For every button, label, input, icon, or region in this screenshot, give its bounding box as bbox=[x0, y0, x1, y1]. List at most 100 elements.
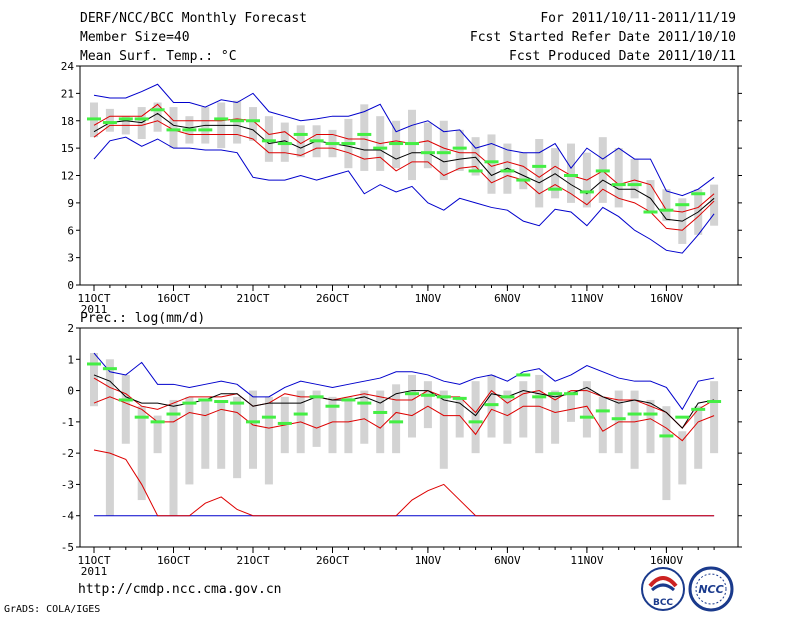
y-tick-label: 0 bbox=[67, 279, 74, 292]
y-tick-label: 15 bbox=[61, 142, 74, 155]
ensemble-box bbox=[137, 406, 146, 501]
observed-marker bbox=[230, 119, 245, 123]
inner-upper-line bbox=[93, 377, 715, 429]
ensemble-box bbox=[630, 159, 639, 199]
ensemble-box bbox=[471, 381, 480, 454]
ensemble-box bbox=[360, 104, 369, 171]
observed-marker bbox=[373, 410, 388, 414]
observed-marker bbox=[500, 169, 515, 173]
observed-marker bbox=[564, 392, 578, 396]
observed-marker bbox=[675, 415, 690, 419]
observed-marker bbox=[611, 183, 626, 187]
observed-marker bbox=[246, 420, 260, 424]
ensemble-box bbox=[328, 396, 337, 454]
ensemble-box bbox=[694, 406, 703, 469]
observed-marker bbox=[325, 142, 340, 146]
refer-date: Fcst Started Refer Date 2011/10/10 bbox=[469, 30, 736, 45]
ensemble-box bbox=[551, 390, 560, 444]
ensemble-box bbox=[105, 359, 114, 516]
grads-credit: GrADS: COLA/IGES bbox=[4, 604, 101, 615]
ensemble-mean-line bbox=[93, 374, 715, 429]
observed-marker bbox=[468, 420, 483, 424]
ensemble-box bbox=[376, 390, 385, 454]
bcc-logo: BCC bbox=[641, 567, 685, 611]
observed-marker bbox=[675, 203, 690, 207]
prec-title: Prec.: log(mm/d) bbox=[80, 311, 205, 326]
y-tick-label: 18 bbox=[61, 115, 74, 128]
y-tick-label: 24 bbox=[61, 60, 75, 73]
inner-lower-line bbox=[93, 449, 715, 517]
observed-marker bbox=[468, 169, 483, 173]
observed-marker bbox=[420, 393, 435, 397]
ensemble-box bbox=[360, 390, 369, 444]
ensemble-box bbox=[439, 120, 448, 181]
observed-marker bbox=[134, 117, 149, 121]
x-tick-label: 1NOV bbox=[415, 554, 442, 567]
ensemble-box bbox=[630, 390, 639, 469]
observed-marker bbox=[405, 392, 419, 396]
ensemble-box bbox=[678, 431, 687, 485]
inner-lower-line bbox=[93, 120, 715, 231]
observed-marker bbox=[643, 412, 658, 416]
observed-marker bbox=[595, 409, 610, 413]
y-tick-label: 6 bbox=[67, 224, 74, 237]
observed-marker bbox=[707, 400, 722, 404]
y-tick-label: 0 bbox=[67, 385, 74, 398]
observed-marker bbox=[452, 146, 467, 150]
observed-marker bbox=[198, 398, 213, 402]
ensemble-box bbox=[169, 107, 178, 149]
observed-marker bbox=[166, 128, 181, 132]
observed-marker bbox=[261, 415, 276, 419]
ensemble-box bbox=[471, 137, 480, 176]
x-tick-label: 1NOV bbox=[415, 292, 442, 305]
ensemble-box bbox=[392, 384, 401, 454]
x-tick-label: 11NOV bbox=[570, 554, 603, 567]
ensemble-box bbox=[105, 108, 114, 132]
observed-marker bbox=[166, 412, 181, 416]
inner-mid-line bbox=[93, 396, 715, 442]
observed-marker bbox=[595, 169, 610, 173]
x-tick-year: 2011 bbox=[81, 565, 108, 578]
ensemble-box bbox=[646, 180, 655, 212]
outer-upper-line bbox=[93, 352, 715, 411]
observed-marker bbox=[564, 174, 578, 177]
observed-marker bbox=[261, 139, 276, 143]
observed-marker bbox=[452, 396, 467, 400]
observed-marker bbox=[246, 119, 260, 123]
ensemble-box bbox=[567, 143, 575, 203]
forecast-period: For 2011/10/11-2011/11/19 bbox=[540, 11, 736, 26]
outer-upper-line bbox=[93, 83, 715, 197]
x-tick-label: 11OCT bbox=[77, 292, 110, 305]
observed-marker bbox=[548, 392, 563, 396]
observed-marker bbox=[516, 373, 531, 377]
x-tick-label: 16NOV bbox=[650, 554, 683, 567]
inner-upper-line bbox=[93, 103, 715, 213]
ensemble-box bbox=[535, 139, 544, 208]
observed-marker bbox=[627, 183, 642, 187]
x-tick-label: 26OCT bbox=[316, 292, 349, 305]
ensemble-box bbox=[519, 381, 528, 438]
source-url[interactable]: http://cmdp.ncc.cma.gov.cn bbox=[78, 582, 282, 597]
ensemble-box bbox=[662, 189, 671, 222]
observed-marker bbox=[150, 108, 165, 112]
observed-marker bbox=[341, 142, 356, 146]
observed-marker bbox=[134, 415, 149, 419]
x-tick-label: 6NOV bbox=[494, 554, 521, 567]
ensemble-box bbox=[249, 107, 257, 141]
ensemble-box bbox=[344, 396, 353, 454]
observed-marker bbox=[182, 128, 197, 132]
ensemble-box bbox=[217, 399, 226, 469]
observed-marker bbox=[309, 395, 324, 399]
observed-marker bbox=[436, 151, 451, 155]
ensemble-box bbox=[264, 116, 273, 162]
ensemble-box bbox=[614, 148, 623, 208]
x-tick-label: 21OCT bbox=[236, 292, 269, 305]
ensemble-box bbox=[439, 390, 448, 469]
observed-marker bbox=[389, 142, 404, 146]
observed-marker bbox=[293, 132, 308, 136]
ensemble-box bbox=[710, 381, 719, 454]
ensemble-box bbox=[296, 125, 305, 158]
x-tick-year: 2011 bbox=[81, 303, 108, 316]
